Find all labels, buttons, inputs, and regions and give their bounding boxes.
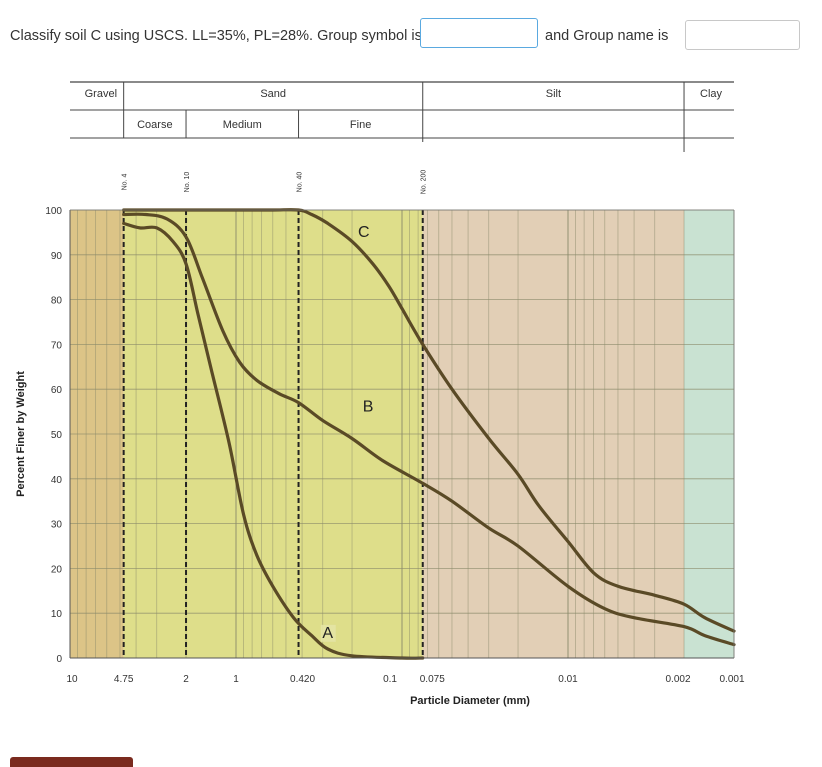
x-tick-label: 0.01: [558, 674, 578, 685]
x-axis-label: Particle Diameter (mm): [410, 695, 530, 707]
sieve-lines: No. 4 No. 10 No. 40 No. 200: [122, 170, 428, 658]
y-tick-label: 100: [45, 206, 62, 217]
group-name-prompt: and Group name is: [545, 28, 669, 44]
x-tick-label: 0.1: [383, 674, 397, 685]
x-tick-label: 0.075: [420, 674, 445, 685]
sieve-label: No. 10: [184, 172, 191, 193]
series-label-a: A: [322, 625, 333, 642]
y-tick-label: 0: [56, 654, 62, 665]
y-tick-label: 10: [51, 609, 63, 620]
series-label-c: C: [358, 224, 370, 241]
y-tick-label: 50: [51, 430, 63, 441]
group-symbol-input[interactable]: [420, 18, 538, 48]
zone-label-sand: Sand: [260, 88, 286, 100]
series-label-bg: [320, 624, 336, 642]
x-tick-label: 4.75: [114, 674, 134, 685]
y-tick-label: 70: [51, 340, 63, 351]
y-tick-label: 40: [51, 475, 63, 486]
series-line-c: [122, 208, 736, 633]
x-tick-label: 0.001: [719, 674, 744, 685]
zone-label-clay: Clay: [700, 88, 723, 100]
sand-sub-label-coarse: Coarse: [137, 119, 172, 131]
y-tick-label: 30: [51, 520, 63, 531]
sand-sub-label-medium: Medium: [223, 119, 262, 131]
zone-label-silt: Silt: [546, 88, 561, 100]
y-axis-label: Percent Finer by Weight: [15, 371, 27, 497]
x-tick-label: 0.002: [666, 674, 691, 685]
sieve-label: No. 200: [421, 170, 428, 195]
series-label-b: B: [363, 399, 374, 416]
chart-axes: 0 10 20 30 40 50 60 70 80 90 100 10 4.75 2 1 0.420 0.1 0.…: [15, 206, 745, 707]
sieve-label: No. 4: [122, 174, 129, 191]
submit-button-partial[interactable]: [10, 757, 133, 767]
sand-sub-label-fine: Fine: [350, 119, 371, 131]
y-tick-label: 60: [51, 385, 63, 396]
zone-label-gravel: Gravel: [85, 88, 117, 100]
y-tick-label: 20: [51, 564, 63, 575]
series-line-b: [122, 212, 736, 647]
x-tick-label: 10: [66, 674, 78, 685]
group-name-input[interactable]: [685, 20, 800, 50]
y-tick-label: 90: [51, 251, 63, 262]
question-prompt: Classify soil C using USCS. LL=35%, PL=2…: [10, 28, 422, 44]
x-tick-label: 1: [233, 674, 239, 685]
sieve-label: No. 40: [297, 172, 304, 193]
y-tick-label: 80: [51, 296, 63, 307]
chart-grid: [69, 209, 735, 659]
gradation-curves: A B C: [122, 208, 736, 660]
grain-size-distribution-chart: Gravel Sand Silt Clay Coarse Medium Fine No. 4…: [15, 81, 745, 707]
x-tick-label: 2: [183, 674, 189, 685]
classification-header: Gravel Sand Silt Clay Coarse Medium Fine: [70, 81, 734, 152]
series-line-a: [122, 221, 425, 660]
x-tick-label: 0.420: [290, 674, 315, 685]
